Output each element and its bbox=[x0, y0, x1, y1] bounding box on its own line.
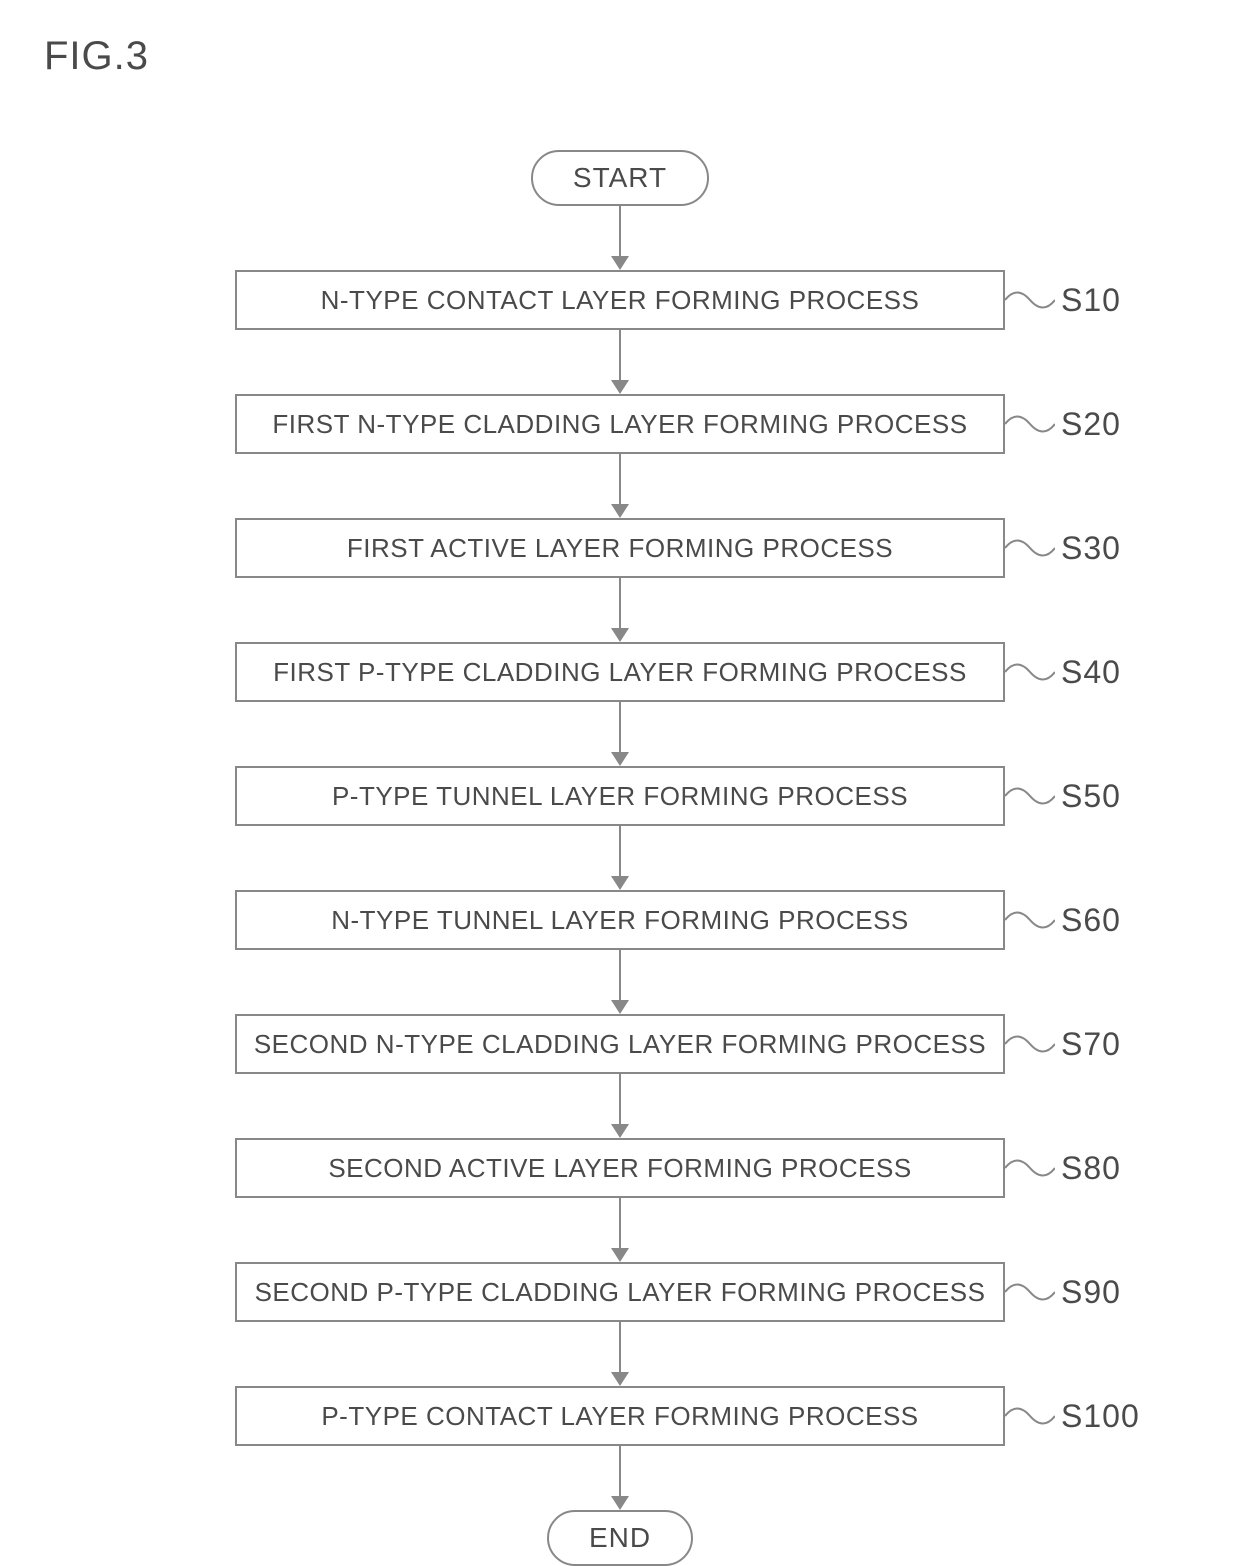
step-row: N-TYPE CONTACT LAYER FORMING PROCESS S10 bbox=[0, 270, 1240, 330]
leader-line-icon bbox=[1005, 781, 1055, 811]
process-label: SECOND ACTIVE LAYER FORMING PROCESS bbox=[328, 1153, 911, 1184]
process-label: FIRST P-TYPE CLADDING LAYER FORMING PROC… bbox=[273, 657, 967, 688]
process-box: FIRST N-TYPE CLADDING LAYER FORMING PROC… bbox=[235, 394, 1005, 454]
arrow-icon bbox=[611, 826, 629, 890]
step-row: FIRST ACTIVE LAYER FORMING PROCESS S30 bbox=[0, 518, 1240, 578]
leader-line-icon bbox=[1005, 285, 1055, 315]
step-row: FIRST N-TYPE CLADDING LAYER FORMING PROC… bbox=[0, 394, 1240, 454]
step-row: SECOND ACTIVE LAYER FORMING PROCESS S80 bbox=[0, 1138, 1240, 1198]
arrow-icon bbox=[611, 578, 629, 642]
terminator-end-label: END bbox=[589, 1522, 651, 1554]
flowchart: START N-TYPE CONTACT LAYER FORMING PROCE… bbox=[0, 150, 1240, 1566]
arrow-icon bbox=[611, 1074, 629, 1138]
process-box: SECOND P-TYPE CLADDING LAYER FORMING PRO… bbox=[235, 1262, 1005, 1322]
leader-line-icon bbox=[1005, 1401, 1055, 1431]
step-id-wrap: S50 bbox=[1005, 766, 1121, 826]
step-id-wrap: S40 bbox=[1005, 642, 1121, 702]
step-id: S50 bbox=[1061, 778, 1121, 815]
step-id: S100 bbox=[1061, 1398, 1140, 1435]
step-id: S20 bbox=[1061, 406, 1121, 443]
process-box: SECOND N-TYPE CLADDING LAYER FORMING PRO… bbox=[235, 1014, 1005, 1074]
process-label: P-TYPE TUNNEL LAYER FORMING PROCESS bbox=[332, 781, 908, 812]
process-box: FIRST P-TYPE CLADDING LAYER FORMING PROC… bbox=[235, 642, 1005, 702]
step-id: S30 bbox=[1061, 530, 1121, 567]
process-label: SECOND P-TYPE CLADDING LAYER FORMING PRO… bbox=[255, 1277, 986, 1308]
arrow-icon bbox=[611, 702, 629, 766]
arrow-icon bbox=[611, 1322, 629, 1386]
step-id-wrap: S10 bbox=[1005, 270, 1121, 330]
leader-line-icon bbox=[1005, 409, 1055, 439]
leader-line-icon bbox=[1005, 1153, 1055, 1183]
step-row: N-TYPE TUNNEL LAYER FORMING PROCESS S60 bbox=[0, 890, 1240, 950]
step-row: P-TYPE TUNNEL LAYER FORMING PROCESS S50 bbox=[0, 766, 1240, 826]
step-row: FIRST P-TYPE CLADDING LAYER FORMING PROC… bbox=[0, 642, 1240, 702]
process-label: P-TYPE CONTACT LAYER FORMING PROCESS bbox=[321, 1401, 918, 1432]
process-box: N-TYPE CONTACT LAYER FORMING PROCESS bbox=[235, 270, 1005, 330]
process-box: N-TYPE TUNNEL LAYER FORMING PROCESS bbox=[235, 890, 1005, 950]
step-id-wrap: S100 bbox=[1005, 1386, 1140, 1446]
step-id: S10 bbox=[1061, 282, 1121, 319]
step-id: S80 bbox=[1061, 1150, 1121, 1187]
arrow-icon bbox=[611, 1446, 629, 1510]
leader-line-icon bbox=[1005, 1029, 1055, 1059]
step-id-wrap: S20 bbox=[1005, 394, 1121, 454]
arrow-icon bbox=[611, 1198, 629, 1262]
step-id-wrap: S80 bbox=[1005, 1138, 1121, 1198]
step-id-wrap: S70 bbox=[1005, 1014, 1121, 1074]
process-box: SECOND ACTIVE LAYER FORMING PROCESS bbox=[235, 1138, 1005, 1198]
leader-line-icon bbox=[1005, 1277, 1055, 1307]
arrow-icon bbox=[611, 330, 629, 394]
leader-line-icon bbox=[1005, 657, 1055, 687]
arrow-icon bbox=[611, 454, 629, 518]
arrow-icon bbox=[611, 206, 629, 270]
leader-line-icon bbox=[1005, 533, 1055, 563]
page: FIG.3 START N-TYPE CONTACT LAYER FORMING… bbox=[0, 0, 1240, 1554]
process-label: FIRST N-TYPE CLADDING LAYER FORMING PROC… bbox=[272, 409, 967, 440]
process-box: FIRST ACTIVE LAYER FORMING PROCESS bbox=[235, 518, 1005, 578]
figure-title: FIG.3 bbox=[44, 34, 149, 79]
step-id: S40 bbox=[1061, 654, 1121, 691]
step-id-wrap: S30 bbox=[1005, 518, 1121, 578]
step-id-wrap: S90 bbox=[1005, 1262, 1121, 1322]
step-id: S70 bbox=[1061, 1026, 1121, 1063]
terminator-end: END bbox=[547, 1510, 693, 1566]
step-id: S60 bbox=[1061, 902, 1121, 939]
process-label: SECOND N-TYPE CLADDING LAYER FORMING PRO… bbox=[254, 1029, 986, 1060]
process-label: FIRST ACTIVE LAYER FORMING PROCESS bbox=[347, 533, 893, 564]
step-id-wrap: S60 bbox=[1005, 890, 1121, 950]
process-box: P-TYPE TUNNEL LAYER FORMING PROCESS bbox=[235, 766, 1005, 826]
process-box: P-TYPE CONTACT LAYER FORMING PROCESS bbox=[235, 1386, 1005, 1446]
terminator-start-label: START bbox=[573, 162, 667, 194]
arrow-icon bbox=[611, 950, 629, 1014]
step-row: SECOND N-TYPE CLADDING LAYER FORMING PRO… bbox=[0, 1014, 1240, 1074]
step-row: SECOND P-TYPE CLADDING LAYER FORMING PRO… bbox=[0, 1262, 1240, 1322]
process-label: N-TYPE TUNNEL LAYER FORMING PROCESS bbox=[331, 905, 909, 936]
terminator-start: START bbox=[531, 150, 709, 206]
step-id: S90 bbox=[1061, 1274, 1121, 1311]
process-label: N-TYPE CONTACT LAYER FORMING PROCESS bbox=[321, 285, 920, 316]
step-row: P-TYPE CONTACT LAYER FORMING PROCESS S10… bbox=[0, 1386, 1240, 1446]
leader-line-icon bbox=[1005, 905, 1055, 935]
